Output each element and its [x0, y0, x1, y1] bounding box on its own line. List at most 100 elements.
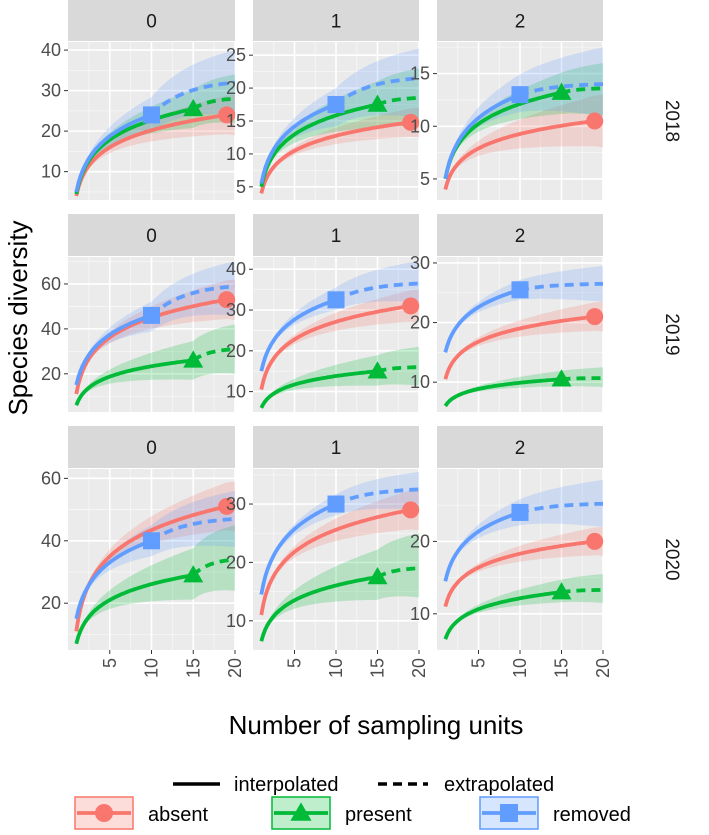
observed-point-absent: [586, 308, 604, 326]
line-interpolated-absent: [259, 120, 411, 194]
line-interpolated-present: [443, 90, 562, 180]
x-tick-label: 5: [469, 658, 489, 668]
band-absent: [76, 279, 235, 394]
panel-strip: [437, 426, 603, 468]
band-absent: [445, 94, 603, 190]
y-tick-label: 20: [226, 341, 246, 361]
line-interpolated-absent: [443, 314, 595, 380]
observed-point-absent: [218, 291, 236, 309]
band-removed: [445, 47, 603, 179]
x-tick-label: 5: [285, 658, 305, 668]
legend-item-absent: absent: [74, 796, 208, 830]
legend-item-present: present: [271, 796, 412, 830]
row-strip-labels: 2018 2019 2020: [661, 100, 682, 581]
observed-point-removed: [511, 86, 529, 104]
band-present: [261, 533, 419, 642]
y-tick-label: 60: [41, 468, 61, 488]
legend-key-marker: [95, 804, 113, 822]
observed-point-absent: [218, 106, 236, 124]
line-interpolated-present: [443, 377, 562, 408]
y-tick-label: 30: [226, 300, 246, 320]
line-extrapolated-present: [561, 588, 603, 594]
observed-point-present: [183, 350, 204, 368]
legend-line-type: interpolated extrapolated: [173, 774, 554, 796]
panel-strip-label: 1: [331, 438, 342, 459]
observed-point-absent: [218, 497, 236, 515]
line-extrapolated-removed: [150, 517, 235, 543]
legend-key-marker: [500, 804, 518, 822]
panel-data: [259, 48, 419, 194]
panel-2020-1: 1 10 20 30 5 10 15 20: [226, 426, 429, 678]
y-tick-label: 40: [41, 40, 61, 60]
panels-layer: 0102030401510152025251015020406011020304…: [41, 0, 613, 678]
line-interpolated-present: [259, 369, 378, 409]
line-extrapolated-present: [191, 557, 235, 577]
observed-point-removed: [327, 96, 345, 114]
y-tick-label: 10: [410, 116, 430, 136]
y-tick-label: 30: [41, 81, 61, 101]
y-tick-label: 20: [41, 364, 61, 384]
line-interpolated-removed: [74, 313, 153, 386]
band-absent: [261, 289, 419, 390]
y-tick-label: 10: [226, 611, 246, 631]
panel-2020-0: 0 20 40 60 5 10 15 20: [41, 426, 245, 678]
y-tick-label: 15: [226, 111, 246, 131]
panel-strip: [253, 0, 419, 41]
x-tick-label: 5: [100, 658, 120, 668]
observed-point-absent: [586, 532, 604, 550]
panel-2019-0: 0 20 40 60: [41, 214, 236, 412]
panel-2020-2: 2 10 20 5 10 15 20: [410, 426, 613, 678]
legend-series: absent present removed: [74, 796, 631, 830]
line-extrapolated-present: [377, 365, 419, 374]
panel-data: [259, 261, 419, 409]
panel-strip: [68, 426, 235, 468]
y-tick-label: 25: [226, 45, 246, 65]
panel-2018-2: 2 5 10 15: [410, 0, 604, 200]
line-extrapolated-removed: [150, 80, 235, 117]
legend-label: removed: [553, 804, 631, 826]
observed-point-removed: [143, 532, 160, 550]
y-tick-label: 20: [41, 593, 61, 613]
x-tick-label: 15: [552, 658, 572, 678]
observed-point-removed: [143, 306, 160, 324]
x-tick-label: 10: [142, 658, 162, 678]
panel-strip: [253, 214, 419, 256]
y-axis-title: Species diversity: [3, 220, 33, 415]
line-interpolated-absent: [74, 504, 228, 632]
y-tick-label: 40: [41, 531, 61, 551]
panel-data: [74, 481, 235, 645]
line-interpolated-removed: [443, 510, 521, 582]
y-tick-label: 20: [226, 78, 246, 98]
observed-point-present: [551, 582, 572, 600]
y-tick-label: 15: [410, 64, 430, 84]
y-tick-label: 40: [41, 319, 61, 339]
x-tick-label: 15: [368, 658, 388, 678]
band-absent: [76, 481, 235, 632]
line-interpolated-absent: [259, 508, 412, 616]
band-removed: [445, 479, 603, 582]
observed-point-present: [367, 361, 388, 379]
line-extrapolated-present: [376, 566, 419, 579]
line-interpolated-removed: [443, 92, 521, 180]
y-tick-label: 10: [410, 372, 430, 392]
y-tick-label: 10: [226, 382, 246, 402]
panel-strip-label: 1: [331, 226, 342, 247]
panel-strip: [437, 0, 603, 41]
y-tick-label: 10: [410, 604, 430, 624]
line-interpolated-absent: [259, 304, 412, 391]
observed-point-absent: [586, 112, 604, 130]
observed-point-present: [367, 567, 388, 585]
line-interpolated-present: [259, 575, 378, 642]
observed-point-present: [183, 565, 204, 583]
y-tick-label: 20: [226, 552, 246, 572]
legend-interpolated-label: interpolated: [234, 774, 339, 796]
line-extrapolated-removed: [150, 284, 235, 317]
legend-label: absent: [148, 804, 208, 826]
y-tick-label: 20: [41, 121, 61, 141]
observed-point-present: [551, 369, 572, 387]
panel-strip: [68, 0, 235, 41]
legend-item-removed: removed: [479, 796, 631, 830]
observed-point-removed: [143, 106, 160, 124]
line-interpolated-absent: [74, 113, 227, 197]
